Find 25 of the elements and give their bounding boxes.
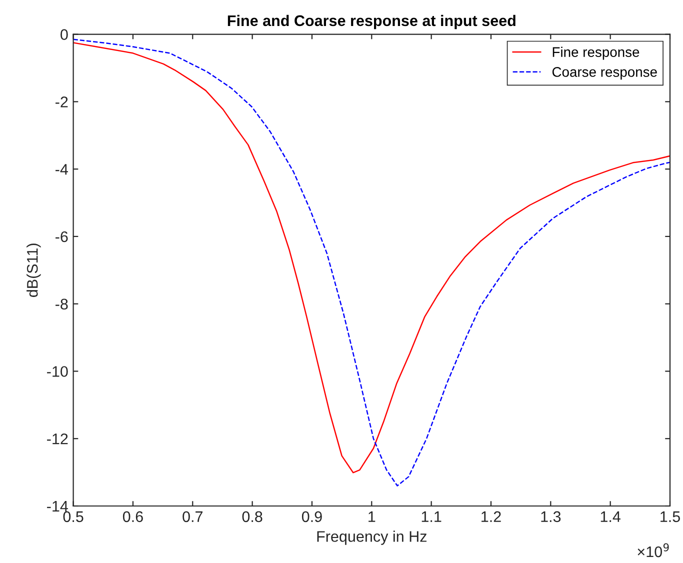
y-tick-label: -8 — [56, 298, 68, 310]
x-tick-label: 0.7 — [182, 511, 202, 522]
x-tick-label: 0.5 — [63, 511, 84, 522]
y-axis-title: dB(S11) — [26, 244, 41, 297]
x-tick-label: 0.6 — [122, 511, 143, 522]
x-tick-label: 1.1 — [422, 511, 442, 522]
y-tick-label: 0 — [60, 29, 68, 40]
text: ×10$^{9}$ — [638, 543, 669, 558]
x-tick-label: 1 — [368, 511, 376, 522]
x-tick-label: 0.9 — [302, 511, 322, 522]
y-tick-label: -12 — [47, 433, 68, 444]
x-axis-title: Frequency in Hz — [317, 530, 427, 545]
y-tick-label: -4 — [56, 164, 68, 175]
x-tick-label: 1.4 — [600, 511, 621, 522]
y-tick-label: -2 — [56, 96, 68, 108]
legend-label: Coarse response — [552, 67, 657, 80]
legend-label: Fine response — [552, 46, 640, 60]
y-tick-label: -6 — [56, 231, 68, 242]
x-tick-label: 0.8 — [242, 511, 262, 522]
x-tick-label: 1.3 — [541, 511, 561, 522]
x-tick-label: 1.2 — [482, 511, 501, 522]
y-tick-label: -14 — [47, 501, 68, 512]
x-tick-label: 1.5 — [660, 511, 680, 522]
y-tick-label: -10 — [47, 366, 68, 377]
chart-title: Fine and Coarse response at input seed — [228, 14, 516, 30]
